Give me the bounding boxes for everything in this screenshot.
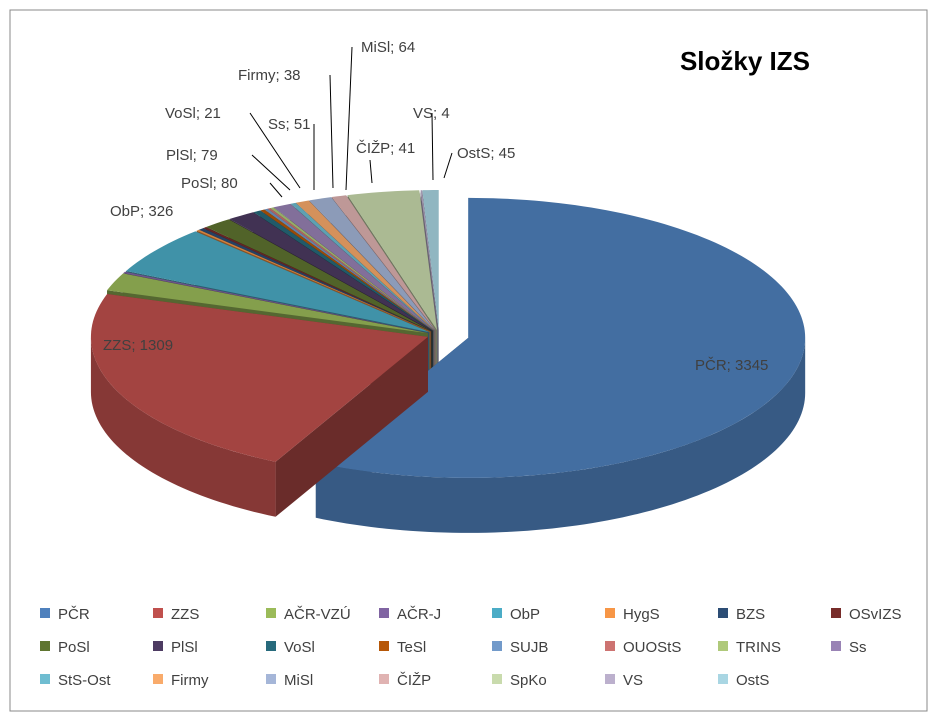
- slice: [290, 202, 434, 331]
- legend-label: BZS: [736, 606, 765, 623]
- legend-label: OstS: [736, 672, 769, 689]
- slice: [107, 273, 428, 334]
- legend-swatch: [266, 641, 276, 651]
- legend-label: OSvIZS: [849, 606, 902, 623]
- data-label: OstS; 45: [457, 145, 515, 162]
- slice: [273, 203, 434, 331]
- leader-line: [329, 74, 334, 189]
- legend-label: ČIŽP: [397, 672, 431, 689]
- legend-swatch: [266, 608, 276, 618]
- legend-swatch: [40, 608, 50, 618]
- legend-swatch: [379, 608, 389, 618]
- slice: [123, 271, 429, 333]
- legend-label: ObP: [510, 606, 540, 623]
- legend-label: Ss: [849, 639, 867, 656]
- legend-swatch: [153, 641, 163, 651]
- slice-group: [90, 294, 428, 517]
- legend-swatch: [492, 608, 502, 618]
- slice-group: [315, 197, 806, 533]
- slice: [253, 210, 433, 331]
- slice-wall: [90, 336, 276, 517]
- legend-label: SUJB: [510, 639, 548, 656]
- data-label: PČR; 3345: [695, 357, 768, 374]
- legend-swatch: [605, 674, 615, 684]
- slice: [420, 190, 439, 331]
- legend-swatch: [831, 641, 841, 651]
- legend-swatch: [379, 674, 389, 684]
- data-label: PlSl; 79: [166, 147, 218, 164]
- data-label: Firmy; 38: [238, 67, 301, 84]
- slice: [196, 229, 431, 332]
- slice: [315, 197, 806, 478]
- slice: [267, 208, 434, 331]
- data-label: ČIŽP; 41: [356, 140, 415, 157]
- slice: [422, 190, 439, 331]
- slice: [331, 195, 436, 331]
- legend-label: AČR-J: [397, 606, 441, 623]
- legend-label: MiSl: [284, 672, 313, 689]
- legend-swatch: [266, 674, 276, 684]
- legend-swatch: [718, 641, 728, 651]
- legend-swatch: [40, 641, 50, 651]
- data-label: VoSl; 21: [165, 105, 221, 122]
- legend-swatch: [718, 674, 728, 684]
- slice: [229, 212, 433, 331]
- leader-line: [345, 46, 353, 191]
- leader-line: [443, 152, 453, 179]
- slice: [126, 231, 430, 333]
- data-label: VS; 4: [413, 105, 450, 122]
- leader-line: [369, 159, 373, 184]
- legend-swatch: [379, 641, 389, 651]
- legend-swatch: [153, 674, 163, 684]
- data-label: PoSl; 80: [181, 175, 238, 192]
- data-label: Ss; 51: [268, 116, 311, 133]
- slice: [270, 207, 434, 331]
- leader-line: [431, 112, 434, 181]
- slice: [309, 197, 435, 331]
- legend-label: SpKo: [510, 672, 547, 689]
- legend-swatch: [718, 608, 728, 618]
- slice: [90, 294, 428, 462]
- legend-swatch: [40, 674, 50, 684]
- legend-label: HygS: [623, 606, 660, 623]
- legend-swatch: [605, 641, 615, 651]
- legend-label: StS-Ost: [58, 672, 111, 689]
- legend-label: PoSl: [58, 639, 90, 656]
- leader-line: [251, 154, 291, 191]
- legend-swatch: [605, 608, 615, 618]
- legend-label: Firmy: [171, 672, 209, 689]
- leader-line: [249, 112, 301, 189]
- slice: [206, 219, 432, 332]
- legend-label: VoSl: [284, 639, 315, 656]
- data-label: MiSl; 64: [361, 39, 415, 56]
- legend-swatch: [153, 608, 163, 618]
- legend-label: TRINS: [736, 639, 781, 656]
- legend-label: PČR: [58, 606, 90, 623]
- leader-line: [269, 182, 283, 198]
- data-label: ObP; 326: [110, 203, 173, 220]
- legend-label: ZZS: [171, 606, 199, 623]
- chart-title: Složky IZS: [680, 46, 810, 76]
- legend-swatch: [492, 674, 502, 684]
- legend-label: TeSl: [397, 639, 426, 656]
- slice: [260, 209, 433, 331]
- legend-swatch: [492, 641, 502, 651]
- legend-label: OUOStS: [623, 639, 681, 656]
- slice-wall: [315, 337, 806, 533]
- slice: [264, 208, 434, 331]
- slice: [347, 190, 438, 331]
- slice: [203, 227, 431, 332]
- legend-swatch: [831, 608, 841, 618]
- data-label: ZZS; 1309: [103, 337, 173, 354]
- legend-label: AČR-VZÚ: [284, 606, 351, 623]
- legend-label: VS: [623, 672, 643, 689]
- slice: [198, 228, 431, 332]
- slice: [295, 200, 435, 331]
- legend-label: PlSl: [171, 639, 198, 656]
